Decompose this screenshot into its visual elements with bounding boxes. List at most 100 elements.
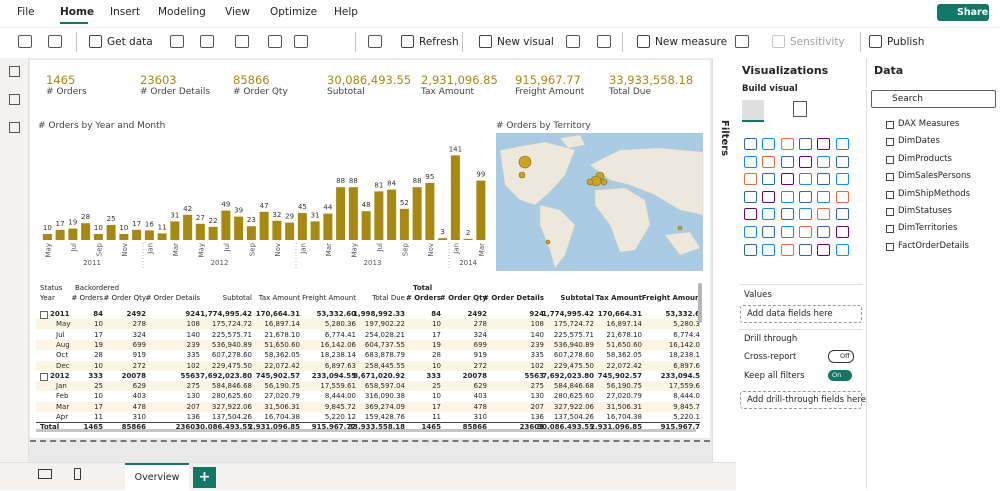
menu-item[interactable]: Help [334,6,358,18]
search-box[interactable]: Search [871,90,996,108]
visual-icon[interactable] [780,173,794,186]
visual-icon[interactable] [798,155,812,168]
ribbon-button[interactable]: Publish [887,36,925,48]
visual-icon[interactable] [762,243,776,256]
visual-icon[interactable] [835,155,849,168]
expand-toggle[interactable] [40,311,48,319]
table-item[interactable]: DAX Measures [898,119,960,129]
menu-item[interactable]: View [225,6,250,18]
ribbon-button[interactable]: New visual [497,36,554,48]
matrix-header: Freight Amount [302,294,356,302]
visual-icon[interactable] [744,226,757,238]
visual-icon[interactable] [780,155,794,168]
table-item[interactable]: DimDates [898,136,940,147]
view-icon[interactable] [9,94,20,105]
scrollbar-h [36,429,696,432]
visual-icon[interactable] [835,226,849,238]
table-item[interactable]: DimShipMethods [898,188,971,199]
ribbon-button[interactable]: Sensitivity [790,36,845,48]
format-tab[interactable] [793,101,807,117]
visual-icon[interactable] [798,173,812,186]
visual-icon[interactable] [798,243,812,256]
table-item[interactable]: DimStatuses [898,206,952,216]
visual-icon[interactable] [817,138,831,150]
visual-icon[interactable] [835,173,849,186]
drop-well[interactable]: Add drill-through fields here [740,391,866,409]
visual-icon[interactable] [780,208,794,221]
desktop-icon[interactable] [38,469,52,479]
visual-icon[interactable] [817,155,831,168]
visual-icon[interactable] [762,173,776,186]
toggle-on[interactable]: On [828,370,852,381]
matrix-cell: 170,664.31 [255,310,300,318]
visual-icon[interactable] [780,190,794,203]
visual-icon[interactable] [817,190,831,203]
mobile-icon[interactable] [74,468,81,480]
visual-icon[interactable] [744,173,757,186]
visual-icon[interactable] [835,190,849,203]
table-item[interactable]: DimProducts [898,153,952,164]
filters-pane[interactable] [712,58,738,462]
kpi-value: 23603 [140,73,177,87]
share-button[interactable]: Share [937,4,989,21]
visual-icon[interactable] [744,155,757,168]
menu-item[interactable]: Modeling [158,6,206,18]
add-page[interactable]: + [193,467,216,488]
table-item[interactable]: FactOrderDetails [898,240,969,251]
visual-icon[interactable] [835,243,849,256]
visual-icon[interactable] [762,190,776,203]
visual-icon[interactable] [744,243,757,256]
menu-item[interactable]: Optimize [270,6,318,18]
matrix-cell: 584,846.68 [211,382,252,391]
page-tab[interactable]: Overview [125,463,189,491]
build-tab-active[interactable] [742,100,764,122]
kpi-label: Total Due [609,87,652,97]
matrix-cell: 137,504.26 [553,413,594,421]
matrix-header: Year [40,294,55,302]
visual-icon[interactable] [762,155,776,168]
matrix-cell: 30,086,493.55 [537,423,594,431]
visual-icon[interactable] [762,208,776,221]
visual-icon[interactable] [817,226,831,238]
ribbon-button[interactable]: New measure [655,36,728,48]
matrix-cell: 327,922.06 [553,402,594,411]
toggle-label: Keep all filters [744,371,805,381]
matrix-cell: 924 [529,310,544,318]
visual-icon[interactable] [798,208,812,221]
view-icon[interactable] [9,122,20,133]
expand-toggle[interactable] [40,372,48,381]
menu-item[interactable]: Insert [110,6,141,18]
visual-icon[interactable] [817,243,831,256]
matrix-cell: 5563 [524,371,544,380]
visual-icon[interactable] [817,208,831,221]
ribbon-button[interactable]: Get data [107,36,153,48]
drop-well[interactable]: Add data fields here [740,305,862,323]
visual-icon[interactable] [744,190,757,203]
visual-icon[interactable] [780,243,794,256]
visual-icon[interactable] [817,173,831,186]
matrix-cell: 16,704.38 [606,413,642,421]
ribbon-separator [622,32,623,52]
view-icon[interactable] [9,66,20,77]
visual-icon[interactable] [835,208,849,221]
ribbon-button[interactable]: Refresh [419,36,459,48]
menu-item[interactable]: File [17,6,35,18]
visual-icon[interactable] [798,138,812,150]
visual-icon[interactable] [744,208,757,221]
table-item[interactable]: DimTerritories [898,223,958,234]
menu-item[interactable]: Home [60,6,95,18]
toggle-off[interactable]: Off [828,350,854,363]
visual-icon[interactable] [780,138,794,150]
visual-icon[interactable] [744,138,757,150]
visual-icon[interactable] [798,226,812,238]
visual-icon[interactable] [780,226,794,238]
table-item[interactable]: DimSalesPersons [898,171,971,182]
visual-icon[interactable] [835,138,849,150]
bar [323,213,333,240]
ribbon-icon [89,35,102,48]
matrix-row [36,309,700,319]
visual-icon[interactable] [798,190,812,203]
visual-icon[interactable] [762,226,776,238]
visual-icon[interactable] [762,138,776,150]
matrix-cell: 919 [132,351,146,360]
